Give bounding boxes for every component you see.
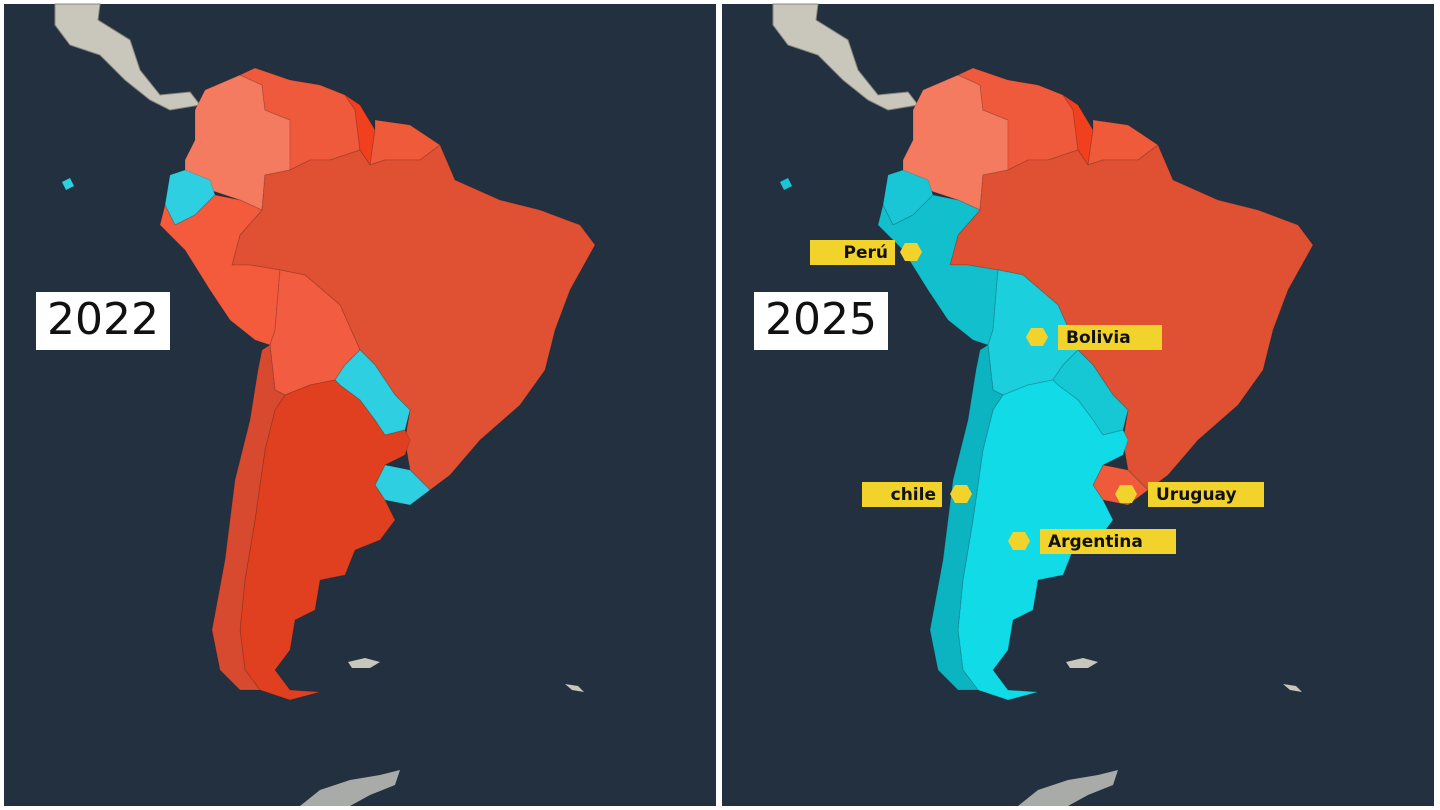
label-box [862, 482, 942, 507]
label-text: Perú [844, 243, 888, 263]
marker [1115, 485, 1137, 503]
label-box [1040, 529, 1176, 554]
georgia-island [1283, 684, 1302, 692]
country-argentina [239, 379, 411, 701]
country-brazil [231, 144, 596, 491]
island [62, 178, 74, 190]
marker [950, 485, 972, 503]
label-text: Argentina [1048, 532, 1143, 552]
country-label: Perú [810, 240, 922, 265]
marker [900, 243, 922, 261]
country-peru [877, 194, 999, 346]
georgia-island [565, 684, 584, 692]
label-box [1058, 325, 1162, 350]
year-label: 2022 [47, 294, 159, 345]
label-box [1148, 482, 1264, 507]
label-text: Uruguay [1156, 485, 1237, 505]
falklands [348, 658, 380, 668]
label-box [810, 240, 895, 265]
marker [1008, 532, 1030, 550]
antarctic [300, 770, 400, 806]
year-box-bg [754, 292, 888, 350]
panel-2025 [722, 3, 1434, 806]
divider [716, 0, 722, 810]
country-chile [211, 344, 286, 691]
country-chile [929, 344, 1004, 691]
year-label: 2025 [765, 294, 877, 345]
year-box-bg [36, 292, 170, 350]
label-text: Bolivia [1066, 328, 1131, 348]
label-text: chile [891, 485, 936, 505]
panel-2022 [4, 3, 716, 806]
year-box: 2025 [754, 292, 888, 350]
country-peru [159, 194, 281, 346]
country-label: Argentina [1008, 529, 1176, 554]
country-label: chile [862, 482, 972, 507]
falklands [1066, 658, 1098, 668]
marker [1026, 328, 1048, 346]
island [780, 178, 792, 190]
country-brazil [949, 144, 1314, 491]
country-label: Bolivia [1026, 325, 1162, 350]
antarctic [1018, 770, 1118, 806]
year-box: 2022 [36, 292, 170, 350]
country-label: Uruguay [1115, 482, 1264, 507]
